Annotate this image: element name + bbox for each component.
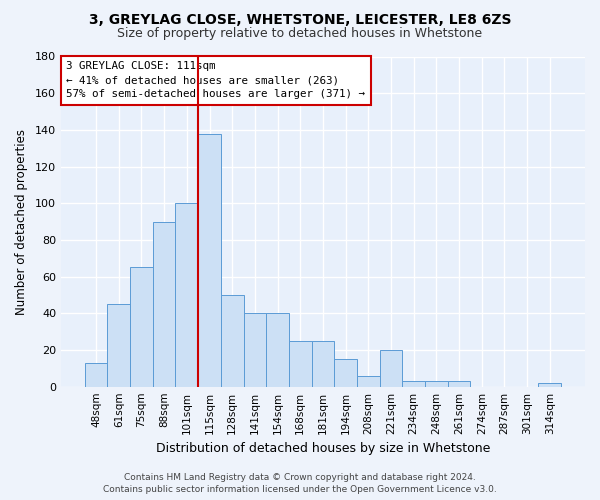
Bar [153, 222, 175, 386]
Text: Contains HM Land Registry data © Crown copyright and database right 2024.
Contai: Contains HM Land Registry data © Crown c… [103, 472, 497, 494]
Bar [130, 268, 153, 386]
Bar [244, 314, 266, 386]
Bar [198, 134, 221, 386]
Bar [380, 350, 403, 387]
Bar [221, 295, 244, 386]
Bar [266, 314, 289, 386]
Bar [357, 376, 380, 386]
Bar [403, 381, 425, 386]
Bar [289, 341, 311, 386]
Text: 3, GREYLAG CLOSE, WHETSTONE, LEICESTER, LE8 6ZS: 3, GREYLAG CLOSE, WHETSTONE, LEICESTER, … [89, 12, 511, 26]
Y-axis label: Number of detached properties: Number of detached properties [15, 128, 28, 314]
Bar [175, 203, 198, 386]
Bar [425, 381, 448, 386]
Bar [538, 383, 561, 386]
Bar [311, 341, 334, 386]
Text: 3 GREYLAG CLOSE: 111sqm
← 41% of detached houses are smaller (263)
57% of semi-d: 3 GREYLAG CLOSE: 111sqm ← 41% of detache… [66, 62, 365, 100]
Bar [107, 304, 130, 386]
Bar [85, 363, 107, 386]
Bar [448, 381, 470, 386]
Text: Size of property relative to detached houses in Whetstone: Size of property relative to detached ho… [118, 28, 482, 40]
Bar [334, 359, 357, 386]
X-axis label: Distribution of detached houses by size in Whetstone: Distribution of detached houses by size … [156, 442, 490, 455]
